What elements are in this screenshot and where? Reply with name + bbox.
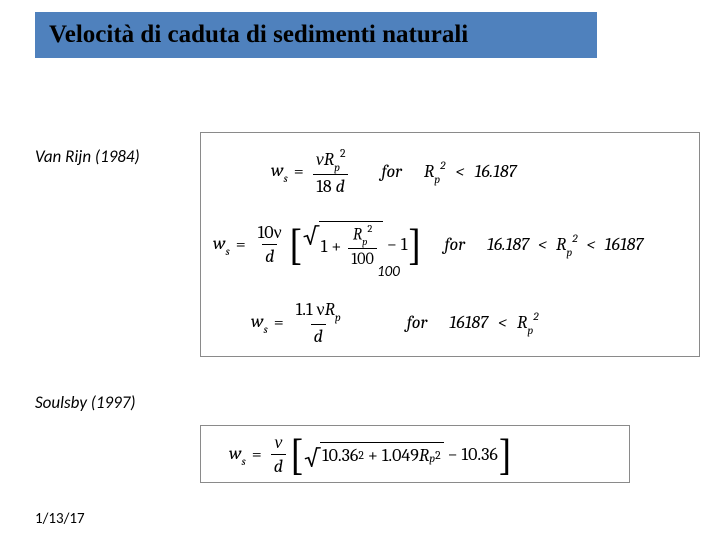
title-bar: Velocità di caduta di sedimenti naturali bbox=[35, 12, 597, 58]
equation-box-vanrijn: ws = νRp2 18 d for Rp2 < 16.187 ws = 10ν… bbox=[200, 132, 700, 357]
date-label: 1/13/17 bbox=[35, 510, 85, 528]
equation-4: ws = ν d [ √ 10.362 + 1.049 Rp2 − 10.36 … bbox=[229, 432, 513, 477]
equation-3: ws = 1.1 νRp d for 16187 < Rp2 bbox=[251, 299, 539, 347]
page-title: Velocità di caduta di sedimenti naturali bbox=[49, 21, 468, 49]
author-soulsby: Soulsby (1997) bbox=[35, 392, 136, 413]
equation-box-soulsby: ws = ν d [ √ 10.362 + 1.049 Rp2 − 10.36 … bbox=[200, 425, 630, 483]
author-vanrijn: Van Rijn (1984) bbox=[35, 146, 140, 167]
equation-2: ws = 10ν d [ √ 1 + Rp2 100 − 1 ] for 16.… bbox=[213, 221, 643, 269]
annotation-100: 100 bbox=[377, 263, 400, 281]
equation-1: ws = νRp2 18 d for Rp2 < 16.187 bbox=[271, 147, 517, 197]
